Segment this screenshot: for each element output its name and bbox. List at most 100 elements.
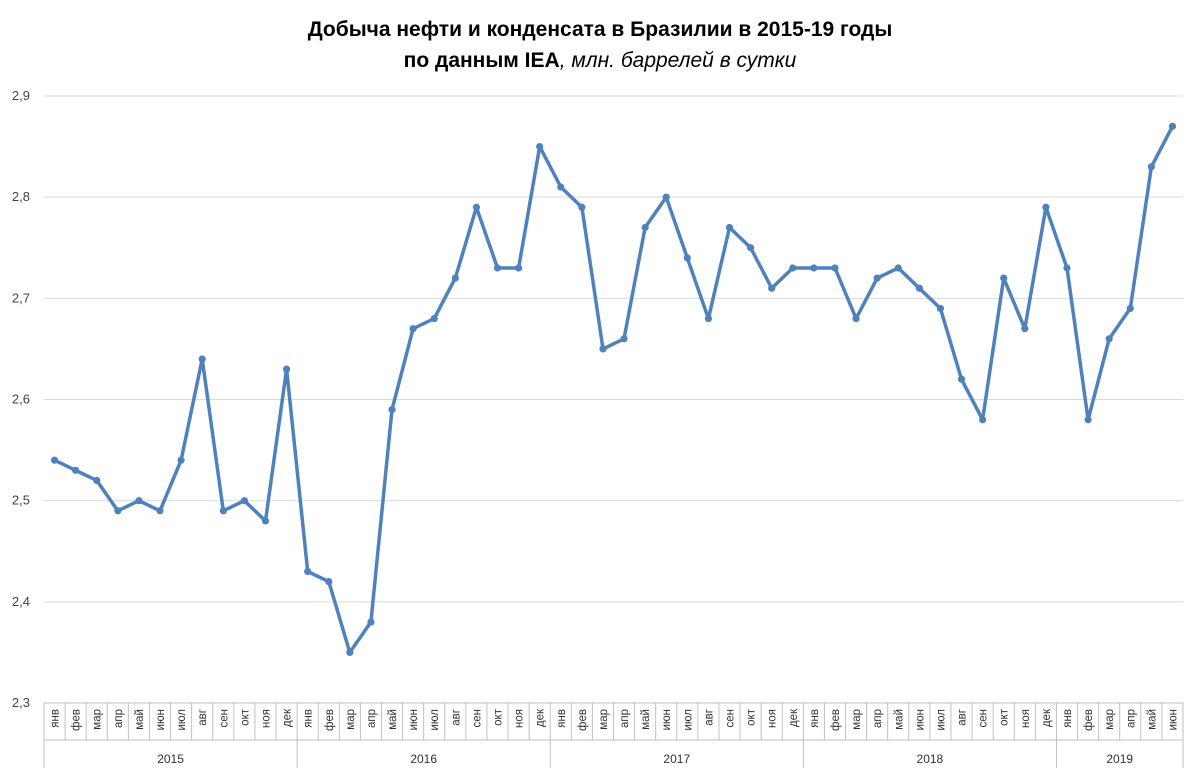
series-line xyxy=(52,124,1175,655)
data-point xyxy=(831,264,839,272)
month-tick-label: янв xyxy=(50,709,62,728)
month-tick-label: мар xyxy=(345,709,357,730)
data-point xyxy=(810,264,818,272)
month-tick-label: апр xyxy=(1125,709,1137,728)
data-point xyxy=(50,456,59,464)
data-point xyxy=(304,567,312,576)
month-tick-label: апр xyxy=(619,709,631,728)
y-tick-label: 2,5 xyxy=(12,493,30,508)
month-tick-label: май xyxy=(134,709,146,730)
month-tick-label: апр xyxy=(366,709,378,728)
data-point xyxy=(768,284,776,292)
data-point xyxy=(177,456,185,464)
month-tick-label: мар xyxy=(851,709,863,730)
month-tick-label: янв xyxy=(809,709,821,728)
data-point xyxy=(240,497,248,505)
data-point xyxy=(93,476,101,485)
month-tick-label: сен xyxy=(218,709,230,728)
data-point xyxy=(683,254,691,262)
month-tick-label: янв xyxy=(1062,709,1074,728)
data-point xyxy=(557,183,565,191)
data-point xyxy=(156,507,164,515)
data-point xyxy=(1126,304,1134,313)
month-tick-label: фев xyxy=(71,709,83,731)
chart-title-line2-italic: , млн. баррелей в сутки xyxy=(559,49,797,72)
month-tick-label: июл xyxy=(429,709,441,731)
data-point xyxy=(915,284,923,292)
month-tick-label: сен xyxy=(471,709,483,728)
month-tick-label: окт xyxy=(999,708,1011,726)
month-tick-label: фев xyxy=(1083,709,1095,731)
chart-title: Добыча нефти и конденсата в Бразилии в 2… xyxy=(0,14,1200,76)
data-point xyxy=(1042,203,1050,211)
data-point xyxy=(704,314,713,323)
data-point xyxy=(1147,163,1155,171)
data-point xyxy=(261,517,270,525)
data-point xyxy=(472,203,480,211)
data-point xyxy=(1063,264,1071,272)
month-tick-label: окт xyxy=(746,708,758,726)
data-point xyxy=(430,314,438,323)
chart-title-line2-bold: по данным IEA xyxy=(403,49,560,72)
month-tick-label: сен xyxy=(725,709,737,728)
month-tick-label: дек xyxy=(282,708,294,727)
data-point xyxy=(72,466,80,474)
data-point xyxy=(873,274,881,282)
data-point xyxy=(725,223,734,232)
data-point xyxy=(1021,325,1029,333)
data-point xyxy=(388,406,396,414)
data-point xyxy=(747,244,755,252)
data-point xyxy=(599,345,607,353)
month-tick-label: июн xyxy=(914,709,926,730)
month-tick-label: янв xyxy=(556,709,568,728)
month-tick-label: ноя xyxy=(260,709,272,728)
month-tick-label: июн xyxy=(1167,709,1179,730)
month-tick-label: ноя xyxy=(767,709,779,728)
data-point xyxy=(936,304,945,313)
month-tick-label: дек xyxy=(788,708,800,727)
month-tick-label: авг xyxy=(703,709,715,726)
data-point xyxy=(114,507,122,515)
year-tick-label: 2017 xyxy=(663,752,690,766)
y-tick-label: 2,9 xyxy=(12,88,30,103)
year-tick-label: 2018 xyxy=(917,752,944,766)
month-tick-label: авг xyxy=(450,709,462,726)
month-tick-label: июн xyxy=(661,709,673,730)
year-tick-label: 2016 xyxy=(410,752,437,766)
data-point xyxy=(620,335,628,343)
month-tick-label: фев xyxy=(324,709,336,731)
data-point xyxy=(325,578,333,586)
month-tick-label: апр xyxy=(872,709,884,728)
data-point xyxy=(979,416,987,424)
chart-title-line1: Добыча нефти и конденсата в Бразилии в 2… xyxy=(307,18,893,41)
data-point xyxy=(282,365,291,373)
data-point xyxy=(514,264,523,272)
month-tick-label: окт xyxy=(492,708,504,726)
month-tick-label: сен xyxy=(978,709,990,728)
data-point xyxy=(536,142,544,151)
y-tick-label: 2,3 xyxy=(12,695,30,710)
month-tick-label: дек xyxy=(535,708,547,727)
data-point xyxy=(367,618,375,626)
month-tick-label: июн xyxy=(155,709,167,730)
data-point xyxy=(1168,122,1177,130)
data-point xyxy=(789,264,797,272)
month-tick-label: мар xyxy=(1104,709,1116,730)
data-point xyxy=(451,274,459,282)
month-tick-label: ноя xyxy=(1020,709,1032,728)
month-tick-label: авг xyxy=(197,709,209,726)
month-tick-label: май xyxy=(893,709,905,730)
month-tick-label: июл xyxy=(682,709,694,731)
chart-title-line2: по данным IEA, млн. баррелей в сутки xyxy=(0,45,1200,76)
month-tick-label: дек xyxy=(1041,708,1053,727)
data-point xyxy=(578,203,586,211)
month-tick-label: ноя xyxy=(514,709,526,728)
month-tick-label: фев xyxy=(830,709,842,731)
data-point xyxy=(957,375,966,383)
month-tick-label: фев xyxy=(577,709,589,731)
data-point xyxy=(852,314,860,323)
month-tick-label: янв xyxy=(303,709,315,728)
data-point xyxy=(1000,274,1008,282)
month-tick-label: май xyxy=(387,709,399,730)
